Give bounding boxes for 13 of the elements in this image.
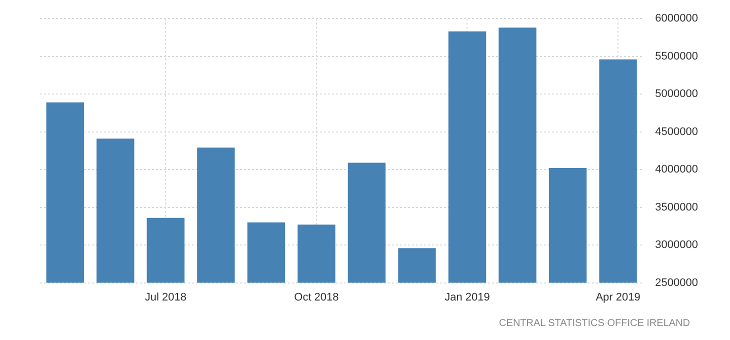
x-tick-label: Jan 2019 [444,291,490,304]
x-tick-label: Jul 2018 [144,291,186,304]
x-tick-label: Apr 2019 [596,291,640,304]
x-tick-label: Oct 2018 [294,291,339,304]
y-tick-label: 3000000 [655,239,698,252]
y-tick-label: 3500000 [655,201,698,214]
y-tick-label: 6000000 [655,12,698,25]
y-tick-label: 5500000 [655,50,698,62]
y-tick-label: 5000000 [655,88,698,100]
y-tick-label: 4500000 [655,126,698,138]
y-tick-label: 2500000 [655,276,698,289]
y-tick-label: 4000000 [655,164,698,176]
text: CENTRAL STATISTICS OFFICE IRELAND [499,318,690,329]
